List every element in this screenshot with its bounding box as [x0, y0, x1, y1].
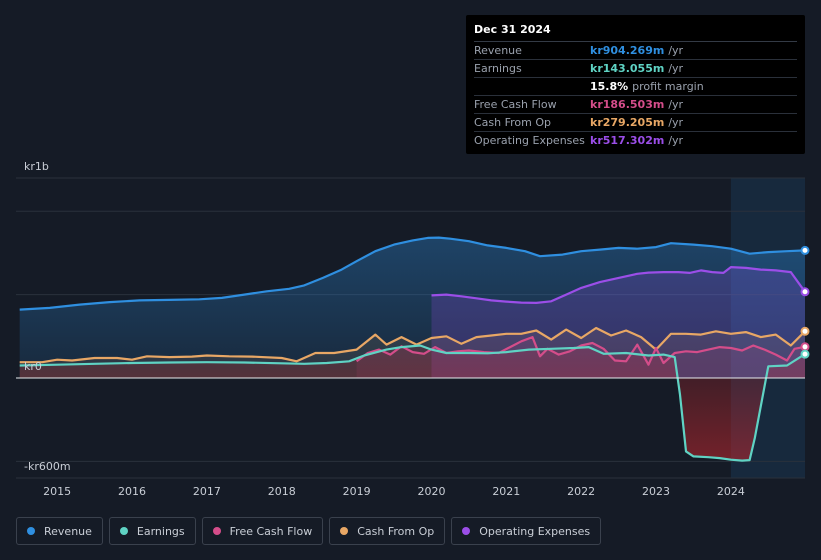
- x-tick-label: 2024: [717, 485, 745, 498]
- revenue-endpoint[interactable]: [800, 245, 810, 255]
- earnings-area: [19, 345, 805, 461]
- legend-item-free-cash-flow[interactable]: Free Cash Flow: [201, 517, 324, 545]
- legend-item-cash-from-op[interactable]: Cash From Op: [329, 517, 446, 545]
- x-tick-label: 2022: [567, 485, 595, 498]
- tooltip-row-label: Free Cash Flow: [474, 98, 557, 111]
- tooltip-row: Free Cash Flow kr186.503m/yr: [474, 96, 797, 114]
- free-cash-flow-endpoint[interactable]: [800, 342, 810, 352]
- legend-item-operating-expenses[interactable]: Operating Expenses: [451, 517, 602, 545]
- legend-item-earnings[interactable]: Earnings: [108, 517, 196, 545]
- tooltip-row-unit: /yr: [668, 62, 684, 75]
- tooltip-row-unit: profit margin: [632, 80, 704, 93]
- tooltip-row-value: kr517.302m: [590, 134, 665, 147]
- earnings-line: [19, 344, 806, 462]
- legend-label: Cash From Op: [357, 524, 435, 538]
- revenue-line: [19, 236, 806, 311]
- revenue-area: [19, 237, 805, 378]
- legend-dot-icon: [119, 527, 128, 535]
- tooltip-row: 15.8% profit margin: [474, 78, 797, 96]
- tooltip-row-value: kr279.205m: [590, 116, 665, 129]
- tooltip-date: Dec 31 2024: [474, 23, 797, 42]
- tooltip-row-label: [474, 78, 590, 95]
- earnings-endpoint[interactable]: [800, 349, 810, 359]
- tooltip-row: Cash From Op kr279.205m/yr: [474, 114, 797, 132]
- legend-dot-icon: [212, 527, 221, 535]
- x-tick-label: 2016: [118, 485, 146, 498]
- tooltip-row-value: kr186.503m: [590, 98, 665, 111]
- tooltip-row-value: kr143.055m: [590, 62, 665, 75]
- tooltip-row-label: Revenue: [474, 44, 522, 57]
- operating-expenses-line: [431, 266, 806, 304]
- tooltip-row-label: Cash From Op: [474, 116, 552, 129]
- x-tick-label: 2020: [417, 485, 445, 498]
- x-tick-label: 2021: [492, 485, 520, 498]
- tooltip-row: Earnings kr143.055m/yr: [474, 60, 797, 78]
- x-tick-label: 2019: [343, 485, 371, 498]
- tooltip-row-unit: /yr: [668, 44, 684, 57]
- legend-dot-icon: [340, 527, 349, 535]
- tooltip-row-label: Operating Expenses: [474, 134, 585, 147]
- cash-from-op-endpoint[interactable]: [800, 326, 810, 336]
- y-label-zero: kr0: [24, 360, 42, 373]
- tooltip-panel: Dec 31 2024 Revenue kr904.269m/yr Earnings…: [466, 15, 805, 154]
- x-tick-label: 2015: [43, 485, 71, 498]
- legend-label: Earnings: [136, 524, 185, 538]
- x-tick-label: 2018: [268, 485, 296, 498]
- tooltip-row-value: 15.8%: [590, 80, 629, 93]
- operating-expenses-endpoint[interactable]: [800, 287, 810, 297]
- legend-item-revenue[interactable]: Revenue: [16, 517, 103, 545]
- tooltip-row-unit: /yr: [668, 134, 684, 147]
- tooltip-row: Revenue kr904.269m/yr: [474, 42, 797, 60]
- tooltip-row-label: Earnings: [474, 62, 522, 75]
- legend-label: Revenue: [44, 524, 92, 538]
- legend-label: Free Cash Flow: [229, 524, 313, 538]
- y-label-bottom: -kr600m: [24, 460, 71, 473]
- x-tick-label: 2017: [193, 485, 221, 498]
- legend-label: Operating Expenses: [479, 524, 591, 538]
- legend: Revenue Earnings Free Cash Flow Cash From O…: [16, 517, 602, 545]
- tooltip-row-unit: /yr: [668, 116, 684, 129]
- y-label-top: kr1b: [24, 160, 49, 173]
- x-tick-label: 2023: [642, 485, 670, 498]
- tooltip-row-unit: /yr: [668, 98, 684, 111]
- tooltip-row: Operating Expenses kr517.302m/yr: [474, 132, 797, 149]
- legend-dot-icon: [462, 527, 471, 535]
- tooltip-row-value: kr904.269m: [590, 44, 665, 57]
- cash-from-op-line: [19, 326, 806, 364]
- free-cash-flow-line: [355, 336, 806, 366]
- legend-dot-icon: [27, 527, 35, 535]
